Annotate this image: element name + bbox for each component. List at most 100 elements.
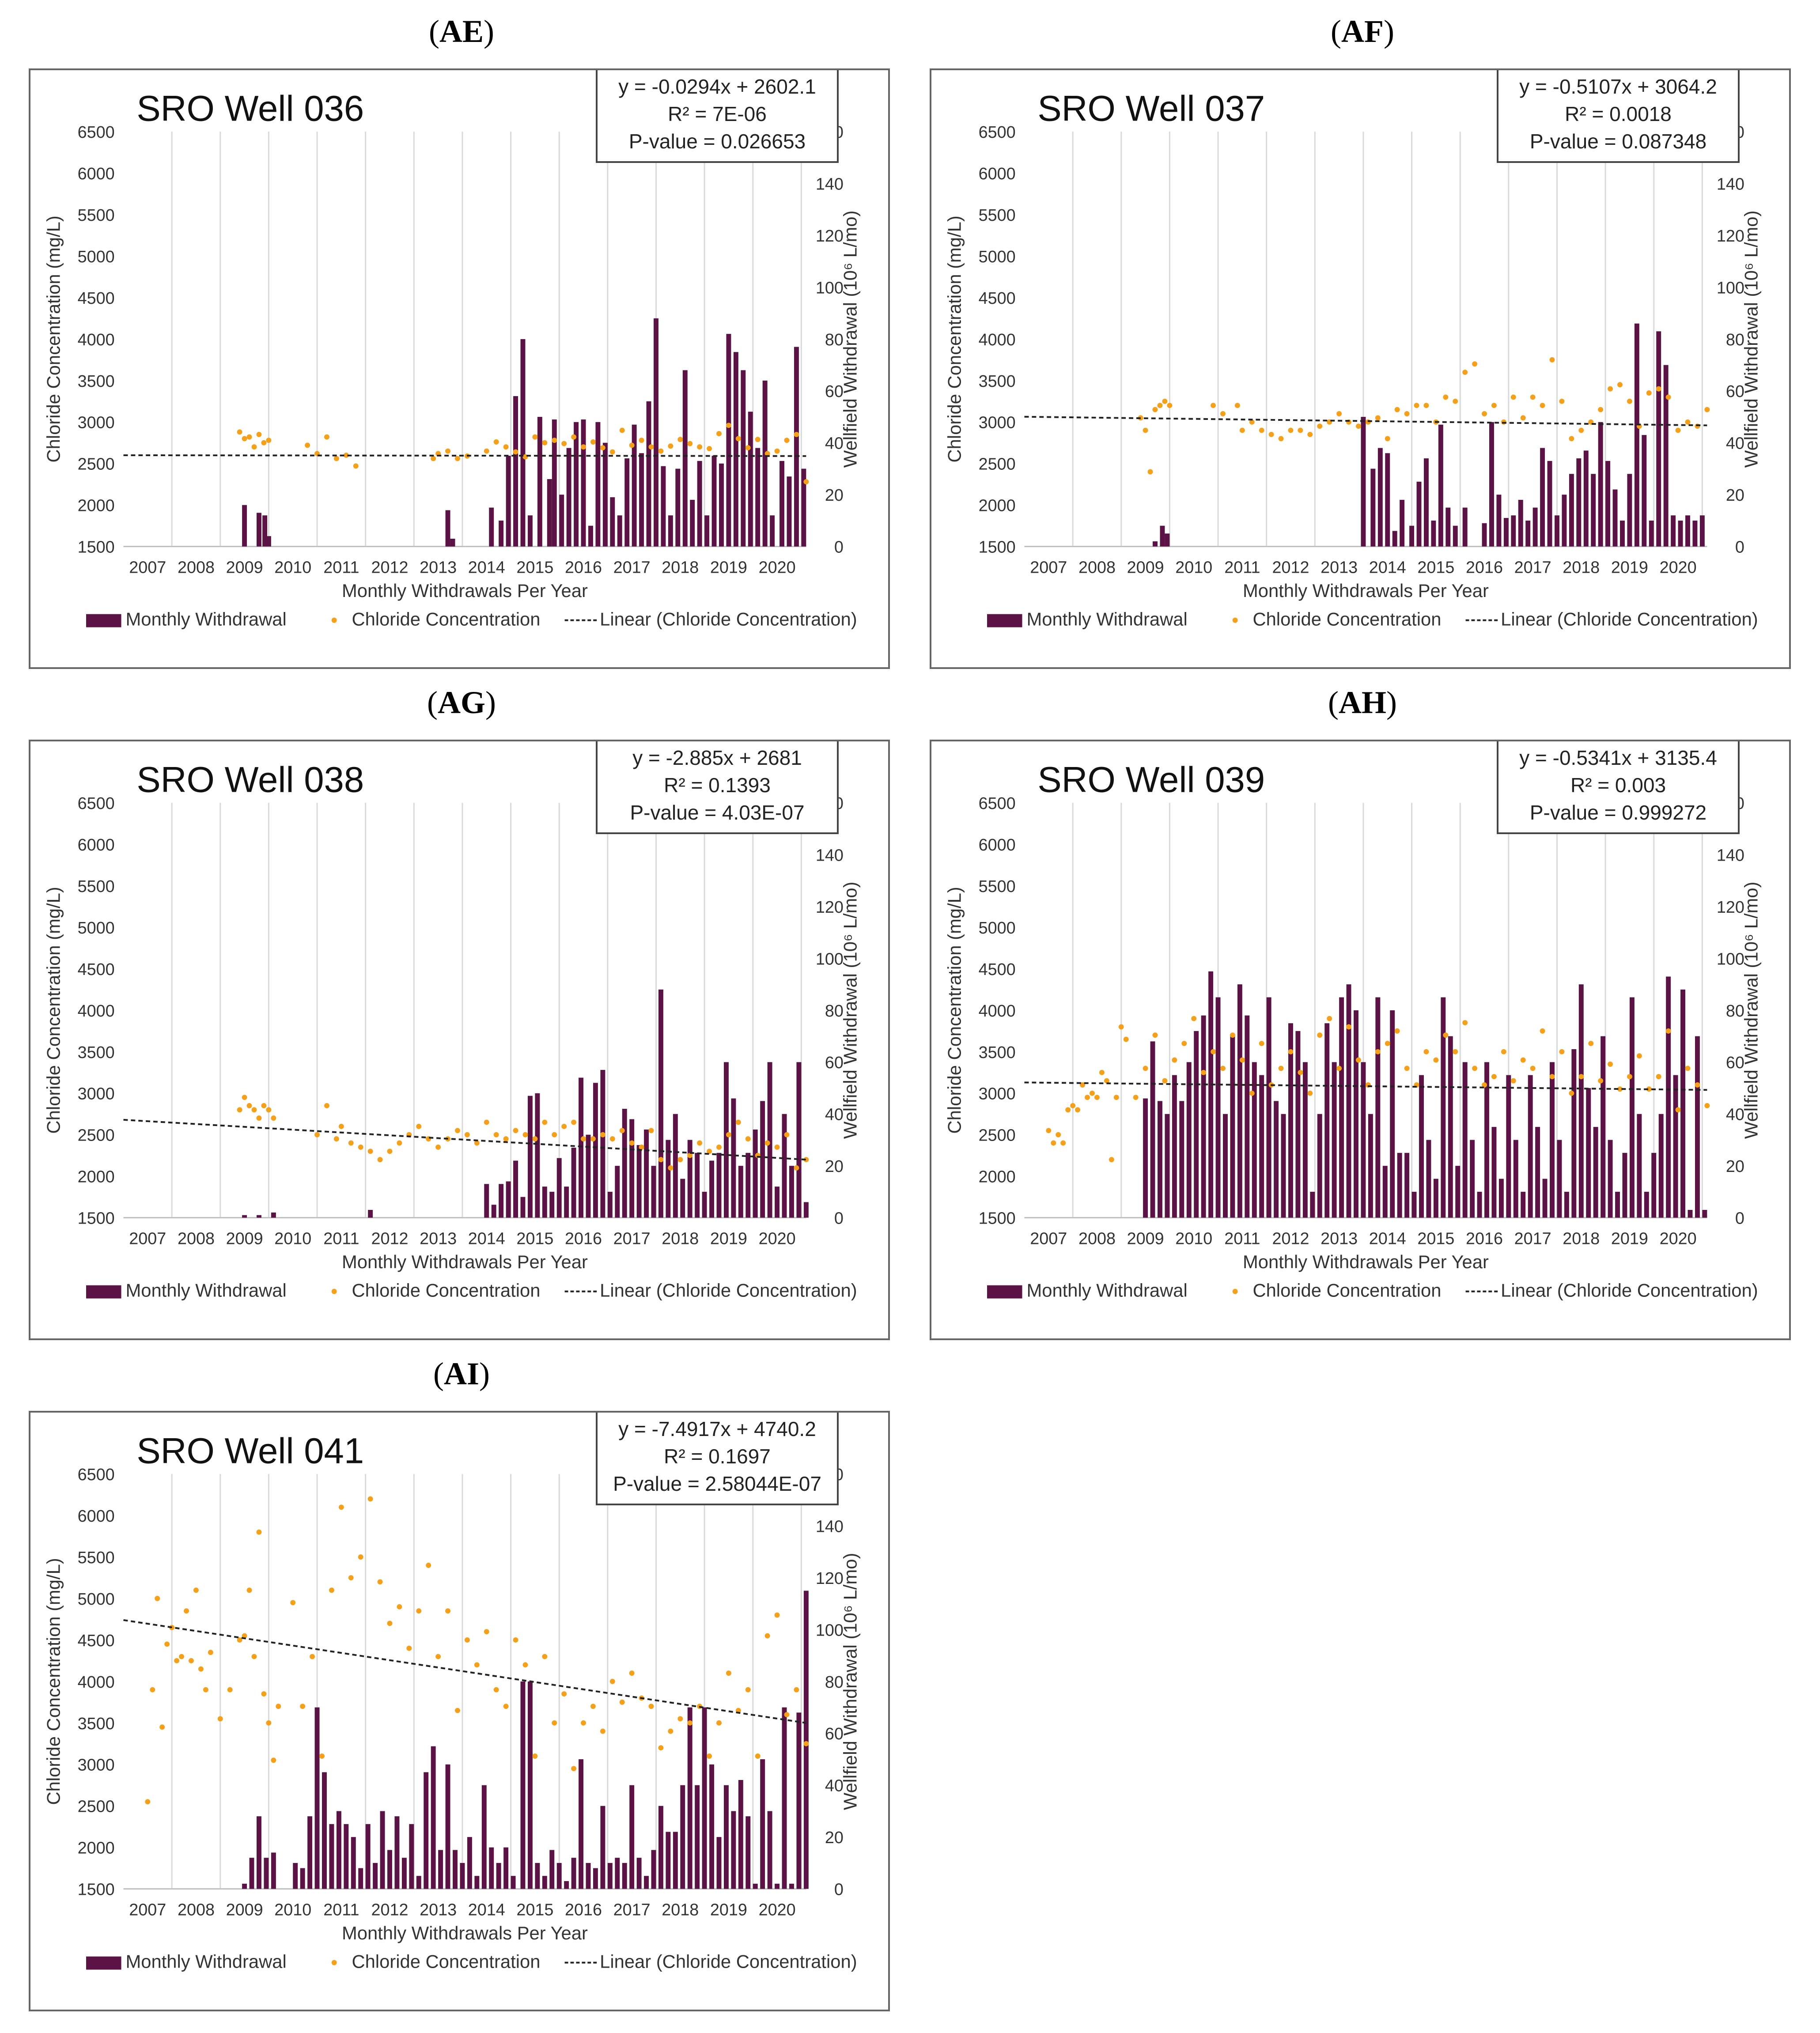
chloride-point <box>658 448 664 454</box>
chloride-point <box>1665 394 1671 400</box>
left-tick-label: 5000 <box>979 919 1016 937</box>
withdrawal-bar <box>1361 417 1366 547</box>
x-tick-label: 2008 <box>178 1901 215 1919</box>
chloride-point <box>1443 394 1449 400</box>
p-value: P-value = 0.999272 <box>1529 801 1707 824</box>
withdrawal-bar <box>1477 1191 1482 1218</box>
withdrawal-bar <box>1555 515 1559 547</box>
withdrawal-bar <box>1673 1075 1678 1218</box>
withdrawal-bar <box>680 1179 685 1218</box>
x-tick-label: 2011 <box>323 1901 359 1919</box>
right-tick-label: 140 <box>816 175 844 194</box>
chloride-point <box>1152 1032 1158 1038</box>
chloride-point <box>193 1587 199 1593</box>
x-tick-label: 2017 <box>1514 1229 1551 1248</box>
withdrawal-bar <box>1562 495 1567 547</box>
chloride-point <box>1482 1082 1487 1088</box>
right-tick-label: 0 <box>1735 538 1744 557</box>
y-axis-right-label: Wellfield Withdrawal (10⁶ L/mo) <box>840 211 861 468</box>
x-tick-label: 2016 <box>565 1901 602 1919</box>
chart-title: SRO Well 039 <box>1037 760 1265 800</box>
withdrawal-bar <box>1332 1062 1337 1218</box>
withdrawal-bar <box>1375 997 1381 1218</box>
chloride-point <box>707 1149 712 1154</box>
x-tick-label: 2018 <box>1563 1229 1600 1248</box>
chloride-point <box>774 1144 780 1150</box>
withdrawal-bar <box>559 495 564 547</box>
right-tick-label: 60 <box>825 382 844 401</box>
chloride-point <box>314 1132 320 1137</box>
chloride-point <box>1298 427 1303 433</box>
withdrawal-bar <box>431 1746 436 1889</box>
withdrawal-bar <box>1564 1191 1569 1218</box>
withdrawal-bar <box>520 1681 526 1889</box>
chloride-point <box>1617 382 1623 388</box>
right-tick-label: 20 <box>1726 486 1744 505</box>
x-tick-label: 2017 <box>613 558 651 577</box>
chloride-point <box>484 448 489 454</box>
withdrawal-bar <box>1489 422 1494 547</box>
chloride-point <box>1172 1057 1177 1063</box>
withdrawal-bar <box>1578 984 1584 1218</box>
chloride-point <box>1608 386 1613 392</box>
withdrawal-bar <box>615 1166 620 1218</box>
legend-bar-swatch <box>86 1956 121 1970</box>
withdrawal-bar <box>1680 989 1686 1218</box>
trend-line <box>123 1619 806 1724</box>
withdrawal-bar <box>600 1069 605 1218</box>
withdrawal-bar <box>1663 365 1669 547</box>
chloride-point <box>745 1687 751 1693</box>
withdrawal-bar <box>1692 520 1698 547</box>
chloride-point <box>271 1115 276 1121</box>
right-tick-label: 120 <box>1717 898 1744 917</box>
chloride-point <box>1070 1103 1076 1108</box>
legend-trend-label: Linear (Chloride Concentration) <box>1501 609 1758 630</box>
right-tick-label: 40 <box>825 1777 844 1795</box>
chloride-point <box>764 1633 770 1639</box>
withdrawal-bar <box>789 1166 794 1218</box>
withdrawal-bar <box>709 1160 715 1218</box>
withdrawal-bar <box>1404 1153 1410 1218</box>
x-tick-label: 2009 <box>226 1901 263 1919</box>
chloride-point <box>1646 1086 1652 1092</box>
withdrawal-bar <box>586 1134 591 1218</box>
left-tick-label: 3500 <box>979 1043 1016 1062</box>
withdrawal-bar <box>1223 1114 1228 1218</box>
withdrawal-bar <box>445 1764 450 1889</box>
panel-letter: (AH) <box>1328 685 1397 720</box>
chloride-point <box>1065 1107 1071 1113</box>
withdrawal-bar <box>409 1824 414 1889</box>
chloride-point <box>227 1687 233 1693</box>
chloride-point <box>552 1720 557 1726</box>
chloride-point <box>648 1128 654 1134</box>
chloride-point <box>1051 1140 1056 1146</box>
withdrawal-bar <box>745 1153 751 1218</box>
chloride-point <box>1646 390 1652 396</box>
chloride-point <box>1239 427 1245 433</box>
withdrawal-bar <box>1266 997 1271 1218</box>
x-tick-label: 2018 <box>662 1229 699 1248</box>
chloride-point <box>716 431 722 437</box>
withdrawal-bar <box>566 448 571 547</box>
withdrawal-bar <box>622 1109 627 1218</box>
withdrawal-bar <box>695 1153 700 1218</box>
chloride-point <box>590 1704 596 1709</box>
chloride-point <box>1307 432 1313 437</box>
withdrawal-bar <box>1441 997 1446 1218</box>
right-tick-label: 20 <box>825 486 844 505</box>
chloride-point <box>1520 415 1526 421</box>
chloride-point <box>1220 411 1226 416</box>
x-tick-label: 2010 <box>1175 558 1212 577</box>
withdrawal-bar <box>547 479 552 547</box>
withdrawal-bar <box>801 469 806 547</box>
withdrawal-bar <box>1354 1010 1358 1218</box>
withdrawal-bar <box>401 1858 407 1889</box>
chloride-point <box>1423 1049 1429 1054</box>
y-axis-left-label: Chloride Concentration (mg/L) <box>43 215 64 462</box>
withdrawal-bar <box>1649 520 1654 547</box>
chart-panel-AF: SRO Well 037 1500 2000 2500 3000 3500 4000 4500… <box>930 68 1791 669</box>
left-tick-label: 5500 <box>78 206 115 225</box>
chloride-point <box>237 1637 242 1643</box>
withdrawal-bar <box>658 989 663 1218</box>
legend-dot-swatch <box>1232 617 1238 623</box>
